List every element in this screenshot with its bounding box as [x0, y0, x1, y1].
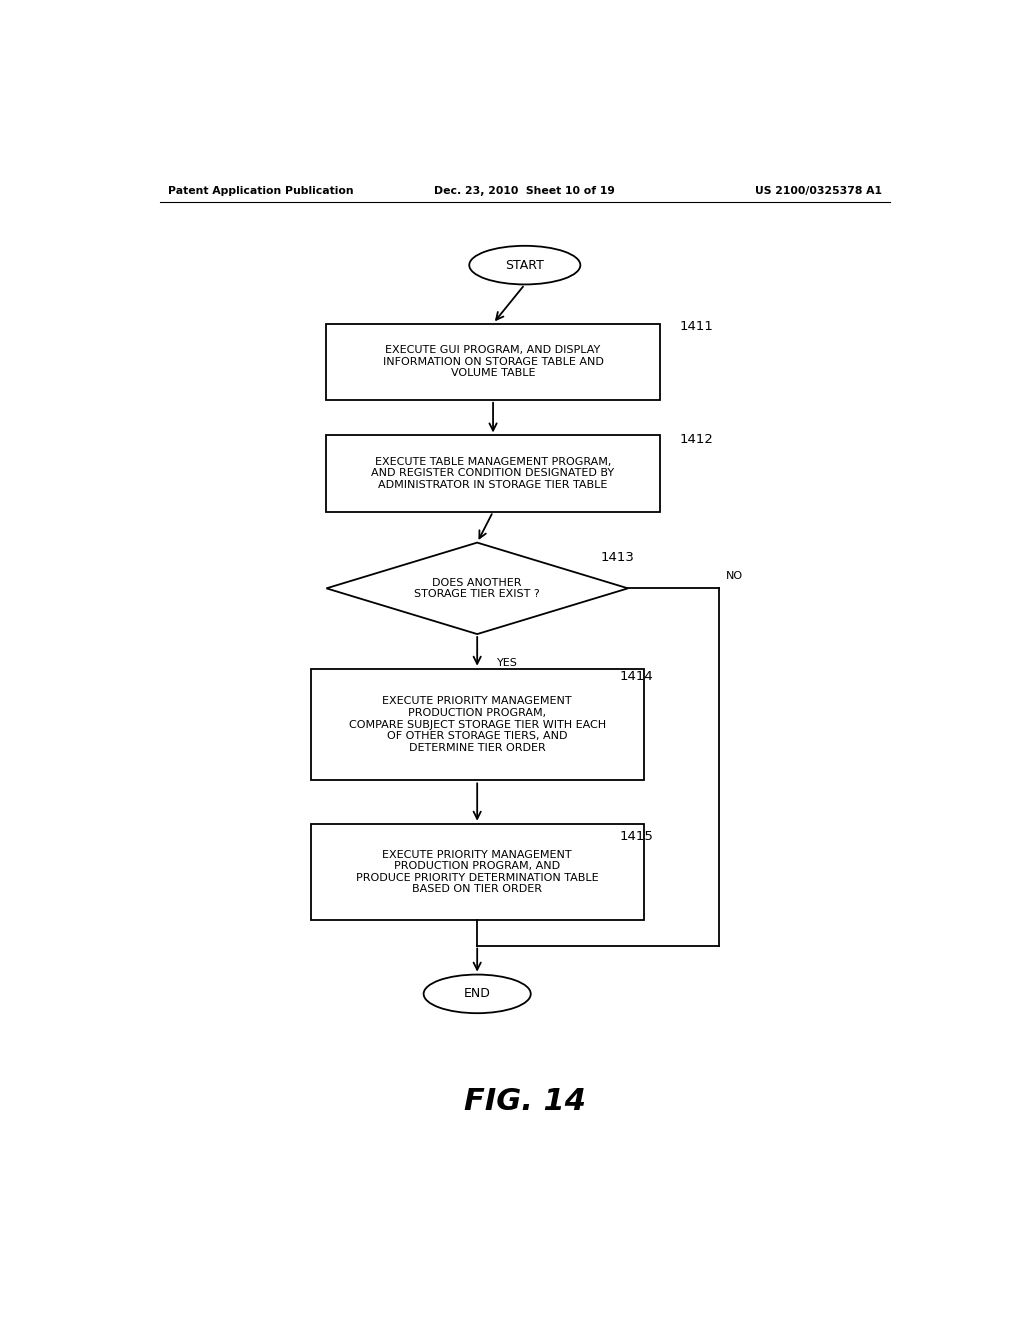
Text: START: START: [506, 259, 544, 272]
Bar: [327, 323, 659, 400]
Text: US 2100/0325378 A1: US 2100/0325378 A1: [755, 186, 882, 195]
Text: 1415: 1415: [620, 830, 654, 843]
Bar: [310, 824, 644, 920]
Text: Patent Application Publication: Patent Application Publication: [168, 186, 353, 195]
Text: Dec. 23, 2010  Sheet 10 of 19: Dec. 23, 2010 Sheet 10 of 19: [434, 186, 615, 195]
Text: EXECUTE TABLE MANAGEMENT PROGRAM,
AND REGISTER CONDITION DESIGNATED BY
ADMINISTR: EXECUTE TABLE MANAGEMENT PROGRAM, AND RE…: [372, 457, 614, 490]
Text: 1411: 1411: [680, 319, 714, 333]
Bar: [310, 669, 644, 780]
Text: 1414: 1414: [620, 671, 653, 684]
Text: NO: NO: [726, 572, 742, 581]
Text: 1412: 1412: [680, 433, 714, 446]
Text: FIG. 14: FIG. 14: [464, 1088, 586, 1117]
Text: YES: YES: [497, 657, 518, 668]
Text: 1413: 1413: [600, 552, 634, 565]
Text: EXECUTE PRIORITY MANAGEMENT
PRODUCTION PROGRAM,
COMPARE SUBJECT STORAGE TIER WIT: EXECUTE PRIORITY MANAGEMENT PRODUCTION P…: [348, 697, 606, 752]
Text: DOES ANOTHER
STORAGE TIER EXIST ?: DOES ANOTHER STORAGE TIER EXIST ?: [415, 578, 540, 599]
Text: EXECUTE GUI PROGRAM, AND DISPLAY
INFORMATION ON STORAGE TABLE AND
VOLUME TABLE: EXECUTE GUI PROGRAM, AND DISPLAY INFORMA…: [383, 345, 603, 379]
Text: END: END: [464, 987, 490, 1001]
Text: EXECUTE PRIORITY MANAGEMENT
PRODUCTION PROGRAM, AND
PRODUCE PRIORITY DETERMINATI: EXECUTE PRIORITY MANAGEMENT PRODUCTION P…: [356, 850, 598, 895]
Bar: [327, 436, 659, 512]
